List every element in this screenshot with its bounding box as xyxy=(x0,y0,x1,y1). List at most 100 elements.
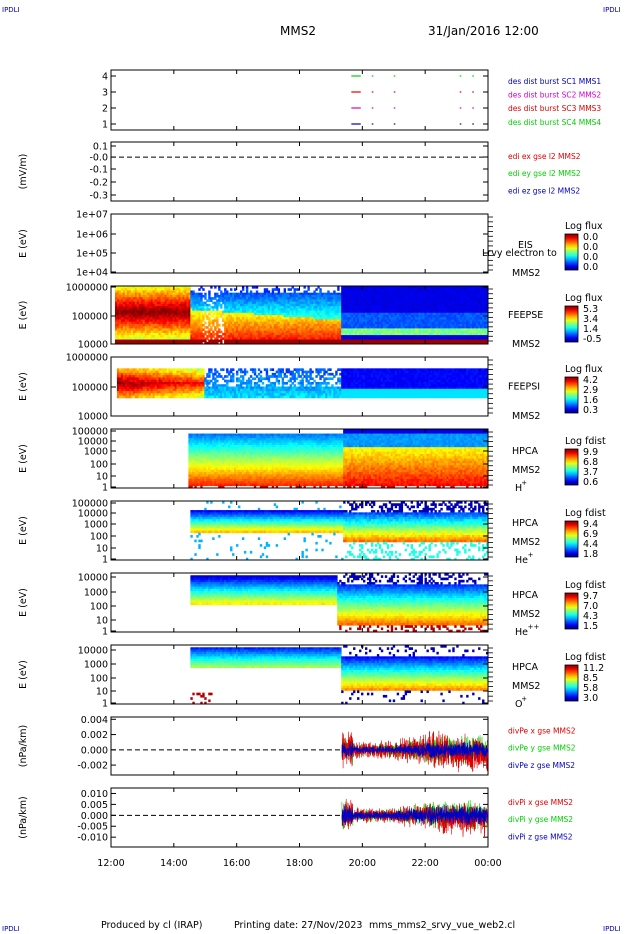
feepse-cell xyxy=(214,310,217,314)
feepse-cell xyxy=(172,328,175,332)
feepse-cell xyxy=(146,290,150,294)
feepse-cell xyxy=(172,306,175,309)
feepse-cell xyxy=(148,335,152,338)
feepse-cell xyxy=(184,323,187,327)
feepse-cell xyxy=(126,332,130,336)
feepse-cell xyxy=(182,337,185,340)
feepse-cell xyxy=(150,292,154,296)
feepse-cell xyxy=(186,341,189,345)
feepse-cell xyxy=(188,332,191,336)
feepse-cell xyxy=(166,341,169,345)
feepse-cell xyxy=(186,310,189,314)
feepse-cell xyxy=(142,332,146,336)
feepse-cell xyxy=(198,337,201,340)
feepse-cell xyxy=(114,290,118,294)
feepse-cell xyxy=(188,312,191,316)
feepse-cell xyxy=(190,326,193,329)
feepse-cell xyxy=(156,290,160,294)
feepse-cell xyxy=(120,294,124,298)
feepse-cell xyxy=(174,301,177,305)
feepse-cell xyxy=(156,332,160,336)
feepse-cell xyxy=(130,312,134,316)
feepse-cell xyxy=(180,337,183,340)
feepse-cell xyxy=(172,301,175,305)
feepse-cell xyxy=(222,310,225,314)
feepse-cell xyxy=(134,301,138,305)
feepse-cell xyxy=(116,335,120,338)
feepse-cell xyxy=(140,321,144,325)
feepse-cell xyxy=(144,335,148,338)
feepse-cell xyxy=(116,299,120,303)
feepse-cell xyxy=(194,339,197,343)
feepse-cell xyxy=(180,335,183,338)
feepse-cell xyxy=(164,290,167,294)
feepse-cell xyxy=(182,335,185,338)
feepse-cell xyxy=(174,326,177,329)
feepse-cell xyxy=(158,310,161,314)
feepse-cell xyxy=(118,310,122,314)
feepse-cell xyxy=(220,335,223,338)
feepse-cell xyxy=(140,297,144,300)
feepse-cell xyxy=(220,339,223,343)
feepse-cell xyxy=(198,312,201,316)
feepse-cell xyxy=(126,319,130,323)
feepse-cell xyxy=(198,308,201,311)
feepse-cell xyxy=(176,290,179,294)
feepse-cell xyxy=(150,306,154,309)
feepse-cell xyxy=(138,301,142,305)
feepse-cell xyxy=(178,317,181,320)
feepse-cell xyxy=(132,294,136,298)
feepse-cell xyxy=(172,337,175,340)
feepse-cell xyxy=(198,319,201,323)
feepse-cell xyxy=(198,315,201,318)
feepse-cell xyxy=(126,290,130,294)
feepse-cell xyxy=(146,310,150,314)
feepse-cell xyxy=(160,328,163,332)
feepse-cell xyxy=(128,326,132,329)
feepse-cell xyxy=(166,312,169,316)
feepse-cell xyxy=(176,326,179,329)
feepse-cell xyxy=(182,332,185,336)
eis-ytick-label: 1e+06 xyxy=(76,230,108,241)
feepse-cell xyxy=(132,341,136,345)
feepse-cell xyxy=(214,341,217,345)
feepse-cell xyxy=(170,319,173,323)
feepse-cell xyxy=(198,303,201,307)
feepse-cell xyxy=(198,301,201,305)
burst-legend-label: des dist burst SC3 MMS3 xyxy=(508,104,601,113)
feepse-cell xyxy=(142,339,146,343)
feepse-cell xyxy=(148,310,152,314)
feepse-cell xyxy=(118,317,122,320)
feepse-ytick-label: 1000000 xyxy=(66,283,108,294)
feepse-cell xyxy=(190,306,193,309)
feepse-cell xyxy=(176,306,179,309)
feepse-cell xyxy=(192,321,195,325)
feepse-cell xyxy=(192,292,195,296)
feepse-cell xyxy=(172,290,175,294)
feepse-cell xyxy=(164,288,167,291)
feepse-cell xyxy=(124,317,128,320)
feepse-cell xyxy=(126,339,130,343)
feepse-cell xyxy=(162,312,165,316)
feepse-cell xyxy=(160,286,163,289)
feepse-cell xyxy=(142,292,146,296)
feepse-cell xyxy=(122,301,126,305)
feepse-cell xyxy=(128,323,132,327)
feepse-cell xyxy=(174,339,177,343)
feepse-cell xyxy=(196,306,199,309)
feepse-cell xyxy=(176,317,179,320)
feepse-cell xyxy=(158,337,161,340)
feepse-cell xyxy=(166,328,169,332)
feepse-cell xyxy=(206,335,209,338)
edi-ytick-label: -0.3 xyxy=(89,191,108,202)
feepse-cell xyxy=(170,306,173,309)
feepsi-heatmap xyxy=(116,368,489,399)
feepse-cell xyxy=(116,341,120,345)
feepse-cell xyxy=(212,308,215,311)
feepse-cell xyxy=(176,328,179,332)
feepse-cell xyxy=(144,290,148,294)
feepse-cell xyxy=(156,337,160,340)
feepse-cell xyxy=(174,332,177,336)
feepse-cell xyxy=(114,323,118,327)
